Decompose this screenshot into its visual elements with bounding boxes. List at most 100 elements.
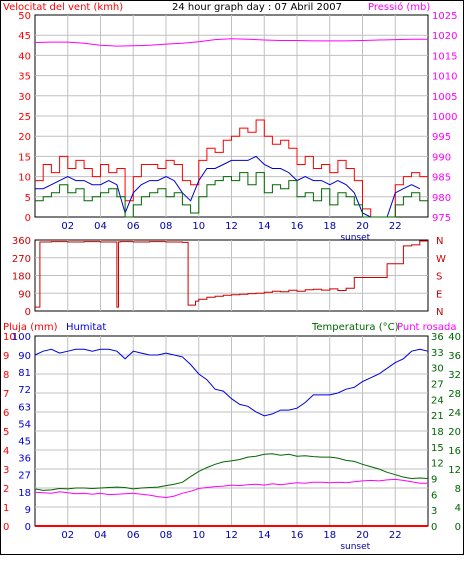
graph-title: 24 hour graph day : 07 Abril 2007 — [172, 2, 342, 13]
temperature-outer-tick-label: 20 — [448, 427, 461, 438]
wind-series-line-gust — [35, 119, 428, 218]
temp-hum-x-tick-label: 06 — [127, 530, 140, 541]
temp-hum-x-tick-label: 12 — [225, 530, 238, 541]
wind-x-tick-label: 12 — [225, 221, 238, 232]
wind-y-tick-label: 35 — [18, 72, 31, 83]
temperature-outer-tick-label: 0 — [455, 522, 461, 533]
rain-tick-label: 10 — [3, 332, 16, 343]
wind-y-tick-label: 30 — [18, 92, 31, 103]
wind-y-tick-label: 20 — [18, 132, 31, 143]
rain-tick-label: 0 — [3, 522, 9, 533]
temperature-outer-tick-label: 40 — [448, 332, 461, 343]
wind-x-tick-label: 08 — [160, 221, 173, 232]
pressure-y-tick-label: 985 — [432, 173, 451, 184]
temperature-outer-tick-label: 8 — [455, 484, 461, 495]
temperature-outer-tick-label: 24 — [448, 408, 461, 419]
wind-y-tick-label: 10 — [18, 173, 31, 184]
direction-y-tick-label: 360 — [12, 236, 31, 247]
temperature-inner-tick-label: 24 — [431, 395, 444, 406]
dewpoint-axis-title: Punt rosada — [397, 322, 456, 333]
temperature-axis-title: Temperatura (°C) — [311, 322, 399, 333]
wind-x-axis: 02 04 06 08 10 12 14 16 18 20 22 — [61, 221, 401, 232]
temp-hum-chart-series — [34, 348, 429, 527]
wind-chart-series — [34, 38, 428, 218]
temp-hum-x-tick-label: 18 — [323, 530, 336, 541]
wind-x-tick-label: 22 — [389, 221, 402, 232]
wind-y-tick-label: 15 — [18, 152, 31, 163]
temperature-outer-tick-label: 16 — [448, 446, 461, 457]
humidity-tick-label: 100 — [12, 332, 31, 343]
humidity-axis-title: Humitat — [66, 322, 106, 333]
wind-y-tick-label: 0 — [25, 213, 31, 224]
wind-series-line-pressure — [34, 38, 428, 47]
direction-y-tick-label: 180 — [12, 272, 31, 283]
wind-x-tick-label: 06 — [127, 221, 140, 232]
temperature-inner-tick-label: 0 — [431, 522, 437, 533]
pressure-y-tick-label: 1010 — [432, 72, 457, 83]
temperature-outer-tick-label: 4 — [455, 503, 461, 514]
temp-hum-x-tick-label: 14 — [258, 530, 271, 541]
temperature-outer-tick-label: 28 — [448, 389, 461, 400]
wind-series-line-min — [35, 172, 428, 218]
rain-tick-label: 6 — [3, 408, 9, 419]
direction-y-tick-label: 0 — [25, 307, 31, 318]
temp-hum-x-tick-label: 10 — [192, 530, 205, 541]
temperature-inner-tick-label: 15 — [431, 443, 444, 454]
temperature-inner-tick-label: 9 — [431, 475, 437, 486]
pressure-y-tick-label: 975 — [432, 213, 451, 224]
temp-hum-series-line-dewpoint — [34, 478, 428, 499]
temperature-outer-tick-label: 32 — [448, 370, 461, 381]
temp-hum-x-tick-label: 08 — [160, 530, 173, 541]
direction-series-line — [35, 240, 428, 308]
wind-y-tick-label: 50 — [18, 11, 31, 22]
compass-label: N — [436, 236, 443, 247]
direction-y-tick-label: 90 — [18, 289, 31, 300]
temp-hum-sunset-annotation: sunset — [340, 542, 370, 552]
temperature-outer-axis: 0 4 8 12 16 20 24 28 32 36 40 — [448, 332, 461, 533]
temp-hum-x-tick-label: 20 — [356, 530, 369, 541]
rain-axis-title: Pluja (mm) — [3, 322, 58, 333]
direction-y-tick-label: 270 — [12, 254, 31, 265]
temperature-inner-tick-label: 3 — [431, 506, 437, 517]
compass-label: S — [436, 272, 442, 283]
wind-x-tick-label: 18 — [323, 221, 336, 232]
compass-label: N — [436, 307, 443, 318]
temperature-inner-tick-label: 33 — [431, 348, 444, 359]
temperature-inner-tick-label: 30 — [431, 364, 444, 375]
wind-x-tick-label: 16 — [291, 221, 304, 232]
wind-y-tick-label: 25 — [18, 112, 31, 123]
pressure-y-tick-label: 1005 — [432, 92, 457, 103]
pressure-y-tick-label: 1025 — [432, 11, 457, 22]
wind-sunset-annotation: sunset — [340, 233, 370, 243]
humidity-tick-label: 9 — [25, 505, 31, 516]
temperature-inner-tick-label: 18 — [431, 427, 444, 438]
temp-hum-x-tick-label: 04 — [94, 530, 107, 541]
rain-tick-label: 3 — [3, 465, 9, 476]
wind-x-tick-label: 10 — [192, 221, 205, 232]
pressure-y-tick-label: 1000 — [432, 112, 457, 123]
temperature-inner-tick-label: 36 — [431, 332, 444, 343]
wind-y-tick-label: 5 — [25, 193, 31, 204]
temp-hum-x-tick-label: 22 — [389, 530, 402, 541]
pressure-axis-title: Pressió (mb) — [368, 1, 430, 13]
direction-chart-series — [35, 240, 428, 308]
temp-hum-x-tick-label: 16 — [291, 530, 304, 541]
direction-chart-grid — [34, 239, 429, 312]
wind-chart-grid — [34, 14, 429, 218]
temperature-inner-tick-label: 12 — [431, 459, 444, 470]
rain-tick-label: 5 — [3, 427, 9, 438]
wind-x-tick-label: 02 — [61, 221, 74, 232]
compass-label: E — [436, 289, 442, 300]
humidity-tick-label: 45 — [18, 437, 31, 448]
wind-x-tick-label: 20 — [356, 221, 369, 232]
humidity-tick-label: 72 — [18, 385, 31, 396]
rain-tick-label: 1 — [3, 503, 9, 514]
pressure-y-tick-label: 995 — [432, 132, 451, 143]
temperature-inner-tick-label: 21 — [431, 411, 444, 422]
temp-hum-x-tick-label: 02 — [61, 530, 74, 541]
temp-hum-series-line-humidity — [34, 348, 429, 417]
